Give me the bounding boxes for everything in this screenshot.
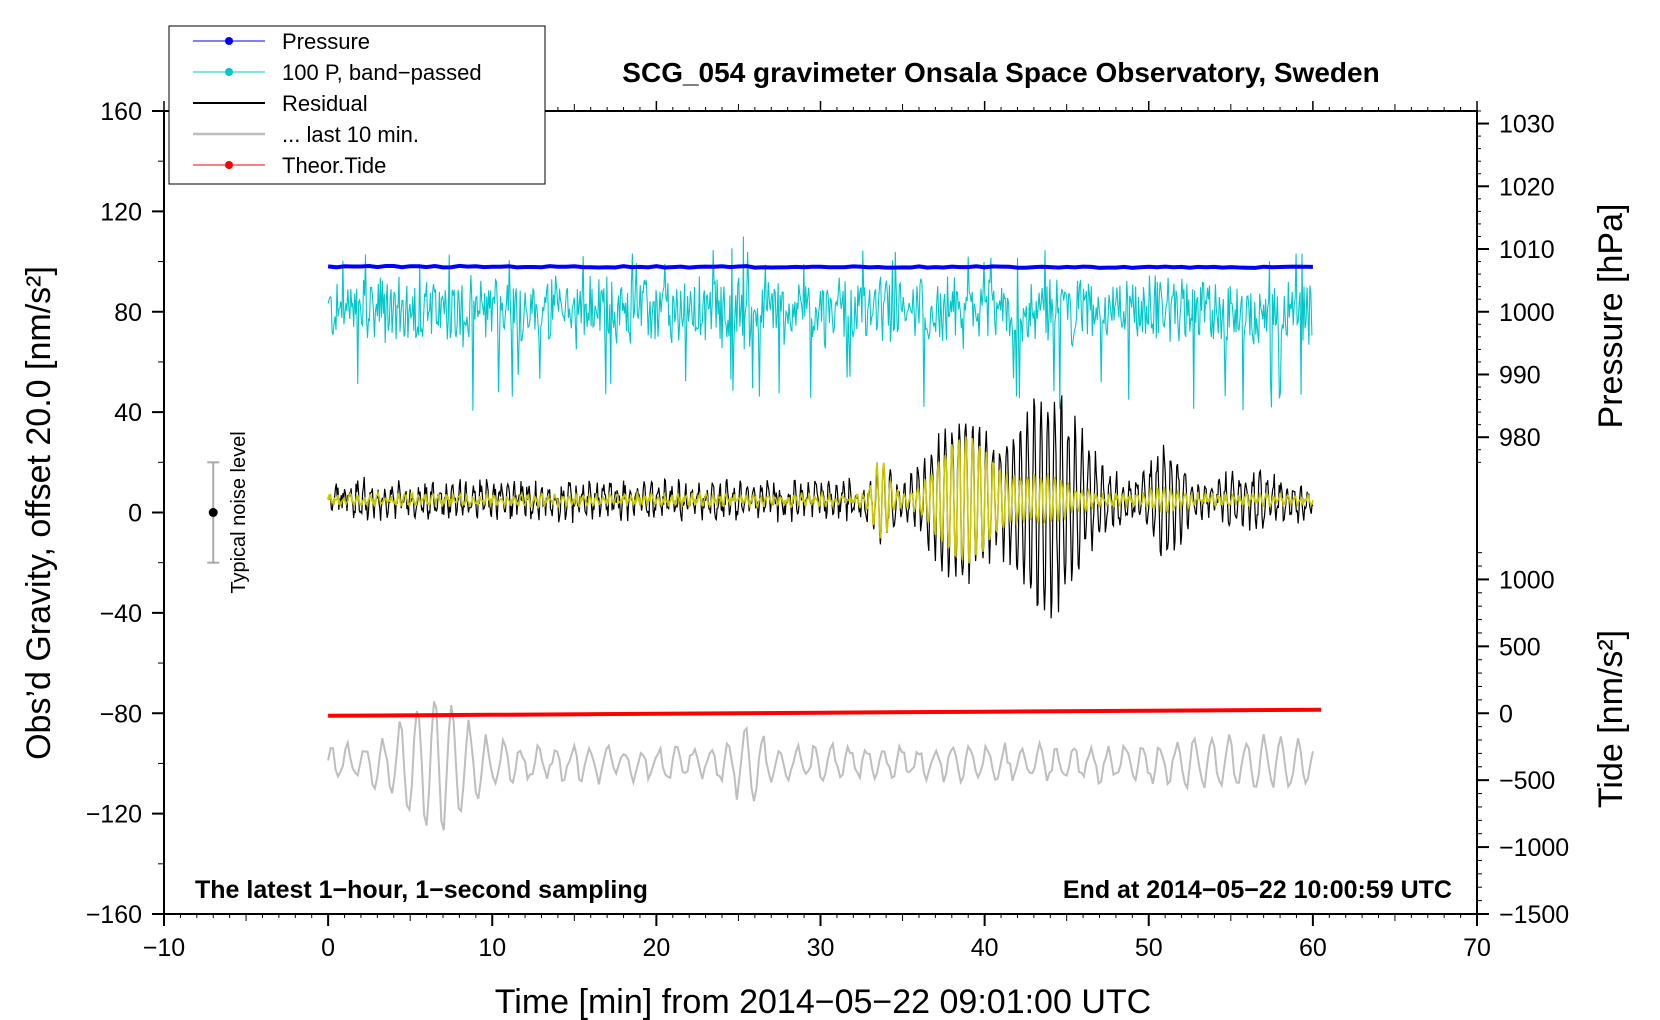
- series-pressure-bandpassed: [327, 236, 1313, 411]
- series-pressure: [327, 263, 1313, 270]
- legend-entries: Pressure 100 P, band−passed Residual ... la…: [193, 29, 482, 178]
- noise-bar-center-dot: [208, 508, 218, 517]
- noise-level-label: Typical noise level: [228, 431, 250, 593]
- y-axis-title-tide: Tide [nm/s²]: [1592, 630, 1630, 808]
- legend-swatch-marker: [225, 37, 233, 45]
- legend-label: Theor.Tide: [282, 153, 386, 178]
- bottom-right-annotation: End at 2014−05−22 10:00:59 UTC: [1063, 876, 1452, 904]
- noise-level-indicator: Typical noise level: [207, 431, 250, 594]
- y-tick-label: 80: [114, 299, 142, 327]
- legend-swatch-marker: [225, 68, 233, 76]
- bottom-left-annotation: The latest 1−hour, 1−second sampling: [195, 876, 648, 904]
- y-tick-label: 160: [100, 98, 142, 126]
- x-tick-label: −10: [143, 934, 185, 962]
- y-axis-title-pressure: Pressure [hPa]: [1592, 204, 1630, 429]
- tide-tick-label: 0: [1499, 700, 1513, 728]
- pressure-tick-label: 1020: [1499, 173, 1555, 201]
- series-residual-filtered: [327, 436, 1314, 564]
- pressure-tick-label: 990: [1499, 361, 1541, 389]
- legend-label: 100 P, band−passed: [282, 60, 482, 85]
- x-tick-label: 70: [1463, 934, 1491, 962]
- x-tick-label: 10: [478, 934, 506, 962]
- x-tick-label: 0: [321, 934, 335, 962]
- pressure-tick-label: 1010: [1499, 236, 1555, 264]
- tide-tick-label: 500: [1499, 633, 1541, 661]
- x-tick-label: 30: [807, 934, 835, 962]
- series-last-10-min: [327, 701, 1314, 831]
- x-tick-label: 40: [971, 934, 999, 962]
- y-tick-label: 40: [114, 399, 142, 427]
- axes-layer: −10 0 10 20 30 40 50 60 7016012080400−40−80−120−…: [86, 98, 1570, 962]
- legend-box: [168, 25, 546, 185]
- y-tick-label: −80: [100, 700, 142, 728]
- tide-tick-label: −500: [1499, 767, 1555, 795]
- pressure-tick-label: 1030: [1499, 111, 1555, 139]
- y-tick-label: −40: [100, 600, 142, 628]
- x-tick-label: 60: [1299, 934, 1327, 962]
- series-theoretical-tide: [328, 707, 1322, 718]
- legend-label: ... last 10 min.: [282, 122, 419, 147]
- legend-label: Pressure: [282, 29, 370, 54]
- x-axis-title: Time [min] from 2014−05−22 09:01:00 UTC: [495, 983, 1151, 1020]
- tide-tick-label: 1000: [1499, 566, 1555, 594]
- x-tick-label: 50: [1135, 934, 1163, 962]
- series-layer: [327, 236, 1322, 831]
- pressure-tick-label: 1000: [1499, 299, 1555, 327]
- y-tick-label: 0: [128, 500, 142, 528]
- legend: Pressure 100 P, band−passed Residual ... la…: [168, 25, 546, 185]
- x-tick-label: 20: [642, 934, 670, 962]
- y-tick-label: −160: [86, 901, 142, 929]
- chart-title: SCG_054 gravimeter Onsala Space Observat…: [622, 57, 1379, 88]
- pressure-tick-label: 980: [1499, 424, 1541, 452]
- legend-swatch-marker: [225, 161, 233, 169]
- y-axis-title-left: Obs’d Gravity, offset 20.0 [nm/s²]: [20, 266, 58, 760]
- y-tick-label: 120: [100, 198, 142, 226]
- legend-label: Residual: [282, 91, 368, 116]
- tide-tick-label: −1500: [1499, 901, 1569, 929]
- y-tick-label: −120: [86, 801, 142, 829]
- tide-tick-label: −1000: [1499, 834, 1569, 862]
